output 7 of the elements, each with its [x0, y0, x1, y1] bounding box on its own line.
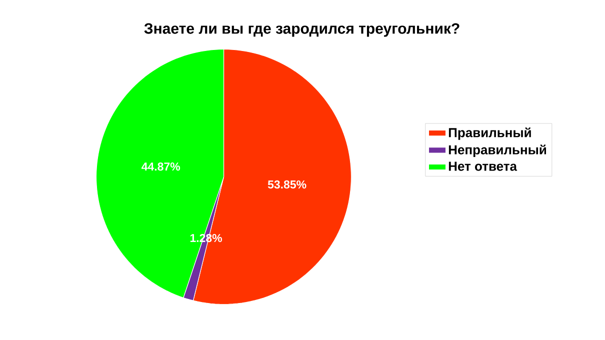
data-label: 44.87% [142, 162, 180, 171]
legend-label: Нет ответа [448, 162, 518, 171]
legend-label: Правильный [448, 127, 531, 140]
data-label: 1.28% [190, 234, 222, 242]
legend-label: Неправильный [448, 144, 546, 157]
chart-title: Знаете ли вы где зародился треугольник? [144, 23, 460, 37]
data-label: 53.85% [268, 180, 306, 189]
